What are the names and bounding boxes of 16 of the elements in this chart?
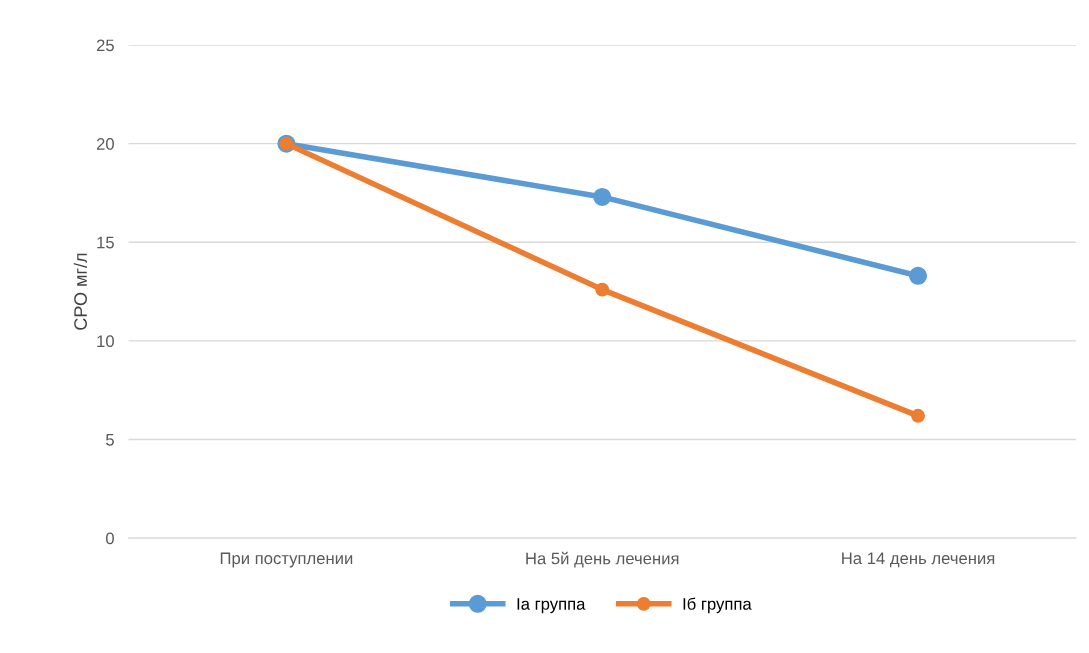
x-tick-label: На 14 день лечения bbox=[842, 552, 995, 568]
y-tick-label: 25 bbox=[96, 39, 114, 52]
point bbox=[908, 266, 928, 285]
point bbox=[595, 282, 610, 297]
y-tick-label: 15 bbox=[97, 236, 114, 249]
y-tick-label: 0 bbox=[106, 532, 114, 545]
x-tick-label: На 5й день лечения bbox=[526, 551, 679, 568]
point bbox=[911, 408, 925, 423]
legend-label: Iб группа bbox=[683, 597, 752, 614]
x-tick-label: При поступлении bbox=[220, 552, 353, 568]
y-axis-title: СРО мг/л bbox=[73, 253, 87, 330]
legend-label: Ia группа bbox=[517, 598, 586, 614]
y-tick-label: 10 bbox=[97, 335, 114, 348]
y-tick-label: 20 bbox=[96, 138, 114, 150]
y-tick-label: 5 bbox=[106, 434, 114, 446]
point bbox=[593, 187, 612, 206]
